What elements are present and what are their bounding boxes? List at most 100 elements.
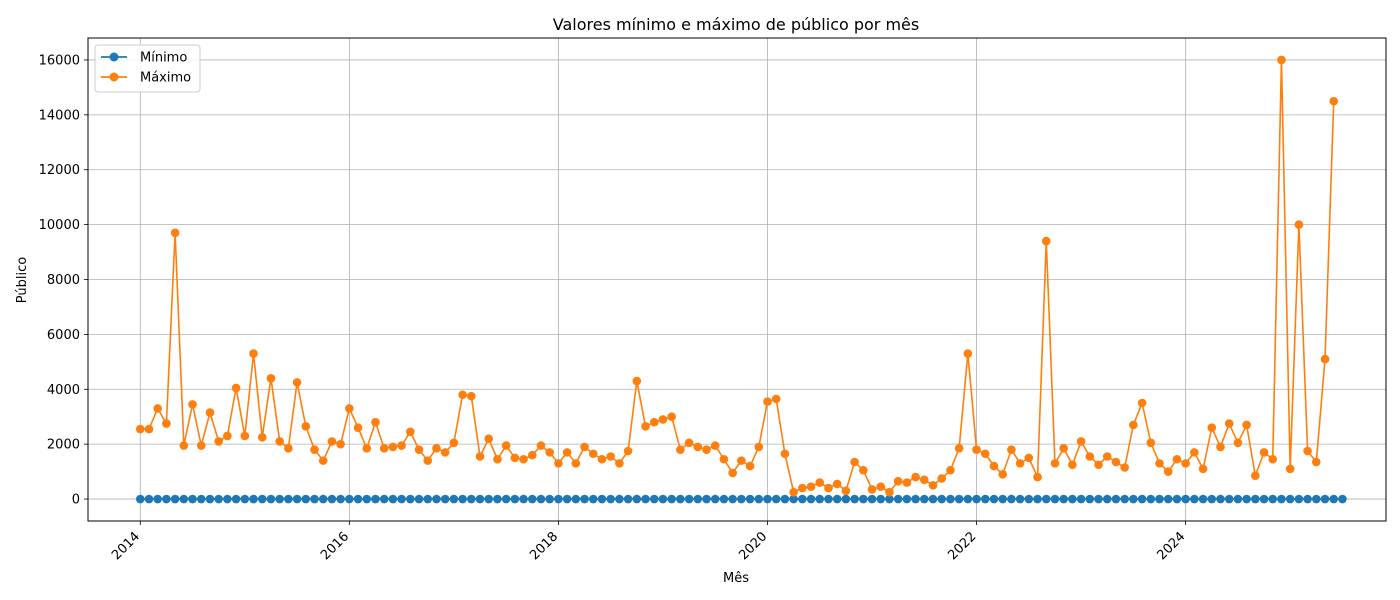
data-point-maximo bbox=[972, 445, 981, 454]
data-point-minimo bbox=[1277, 494, 1286, 504]
data-point-minimo bbox=[728, 494, 737, 504]
data-point-minimo bbox=[998, 494, 1007, 504]
data-point-maximo bbox=[205, 408, 215, 417]
data-point-maximo bbox=[1033, 472, 1042, 482]
data-point-maximo bbox=[588, 449, 598, 459]
data-point-minimo bbox=[1329, 494, 1339, 504]
data-point-maximo bbox=[649, 417, 659, 427]
data-point-minimo bbox=[649, 494, 659, 504]
data-point-minimo bbox=[1251, 494, 1260, 504]
data-point-maximo bbox=[806, 482, 816, 492]
data-point-minimo bbox=[440, 494, 450, 504]
chart-title: Valores mínimo e máximo de público por m… bbox=[553, 15, 919, 34]
data-point-minimo bbox=[658, 494, 668, 504]
data-point-maximo bbox=[580, 442, 589, 452]
data-point-minimo bbox=[1085, 494, 1095, 504]
data-point-minimo bbox=[1242, 494, 1251, 504]
data-point-minimo bbox=[475, 494, 485, 504]
series-layer bbox=[135, 55, 1347, 504]
legend-marker-minimo bbox=[109, 52, 119, 62]
data-point-minimo bbox=[266, 494, 276, 504]
data-point-minimo bbox=[318, 494, 328, 504]
data-point-maximo bbox=[223, 431, 232, 441]
data-point-maximo bbox=[615, 459, 624, 468]
data-point-maximo bbox=[832, 479, 842, 489]
data-point-minimo bbox=[162, 494, 171, 504]
data-point-minimo bbox=[710, 494, 720, 504]
data-point-minimo bbox=[737, 494, 746, 504]
data-point-minimo bbox=[388, 494, 398, 504]
data-point-minimo bbox=[301, 494, 311, 504]
y-axis-label: Público bbox=[15, 257, 30, 303]
data-point-minimo bbox=[1146, 494, 1156, 504]
y-tick-label: 8000 bbox=[47, 273, 80, 288]
data-point-minimo bbox=[1312, 494, 1321, 504]
data-point-minimo bbox=[257, 494, 267, 504]
data-point-minimo bbox=[336, 494, 345, 504]
data-point-maximo bbox=[737, 456, 746, 465]
data-point-minimo bbox=[188, 494, 197, 504]
data-point-maximo bbox=[432, 443, 441, 453]
data-point-minimo bbox=[641, 494, 650, 504]
data-point-minimo bbox=[693, 494, 703, 504]
y-axis: 0 2000 4000 6000 8000 10000 12000 14000 16000 bbox=[39, 53, 88, 508]
data-point-maximo bbox=[789, 487, 798, 497]
data-point-minimo bbox=[989, 494, 999, 504]
data-point-maximo bbox=[946, 465, 955, 475]
data-point-maximo bbox=[1059, 443, 1068, 453]
data-point-minimo bbox=[249, 494, 258, 504]
data-point-minimo bbox=[597, 494, 607, 504]
data-point-maximo bbox=[1207, 423, 1217, 432]
data-point-minimo bbox=[771, 494, 781, 504]
data-point-minimo bbox=[397, 494, 406, 504]
data-point-minimo bbox=[536, 494, 546, 504]
data-point-maximo bbox=[1068, 460, 1077, 470]
data-point-maximo bbox=[928, 481, 938, 490]
data-point-maximo bbox=[458, 390, 467, 400]
data-point-minimo bbox=[954, 494, 964, 504]
y-tick-label: 2000 bbox=[47, 438, 80, 453]
data-point-minimo bbox=[745, 494, 755, 504]
data-point-maximo bbox=[867, 485, 877, 494]
data-point-maximo bbox=[989, 461, 999, 471]
data-point-maximo bbox=[771, 394, 781, 404]
data-point-maximo bbox=[597, 454, 607, 464]
data-point-minimo bbox=[850, 494, 859, 504]
data-point-maximo bbox=[1329, 96, 1339, 106]
data-point-minimo bbox=[170, 494, 180, 504]
data-point-maximo bbox=[937, 474, 947, 483]
data-point-minimo bbox=[719, 494, 729, 504]
data-point-minimo bbox=[963, 494, 973, 504]
data-point-maximo bbox=[179, 441, 189, 450]
data-point-minimo bbox=[362, 494, 372, 504]
data-point-minimo bbox=[885, 494, 894, 504]
data-point-minimo bbox=[1190, 494, 1199, 504]
data-point-maximo bbox=[536, 441, 546, 450]
data-point-maximo bbox=[702, 445, 711, 454]
data-point-minimo bbox=[1059, 494, 1068, 504]
data-point-minimo bbox=[1076, 494, 1086, 504]
data-point-minimo bbox=[135, 494, 145, 504]
x-axis-label: Mês bbox=[723, 571, 749, 586]
data-point-maximo bbox=[1320, 354, 1330, 364]
y-tick-label: 16000 bbox=[39, 53, 80, 68]
data-point-maximo bbox=[1268, 454, 1278, 464]
data-point-maximo bbox=[362, 443, 372, 453]
data-point-minimo bbox=[972, 494, 981, 504]
data-point-minimo bbox=[214, 494, 223, 504]
data-point-maximo bbox=[170, 228, 180, 238]
data-point-maximo bbox=[519, 454, 528, 464]
data-point-minimo bbox=[1259, 494, 1269, 504]
data-point-minimo bbox=[493, 494, 502, 504]
data-point-maximo bbox=[1172, 454, 1182, 464]
series-line-maximo bbox=[140, 59, 1335, 494]
data-point-minimo bbox=[179, 494, 189, 504]
data-point-minimo bbox=[554, 494, 563, 504]
data-point-maximo bbox=[371, 417, 380, 427]
data-point-minimo bbox=[1224, 494, 1234, 504]
data-point-minimo bbox=[1007, 494, 1016, 504]
data-point-minimo bbox=[1137, 494, 1147, 504]
data-point-maximo bbox=[1216, 442, 1225, 452]
data-point-maximo bbox=[1050, 459, 1060, 468]
data-point-maximo bbox=[562, 448, 572, 457]
